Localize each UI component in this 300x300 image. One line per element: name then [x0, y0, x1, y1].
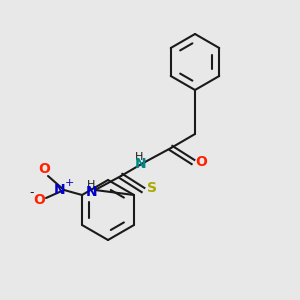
- Text: N: N: [135, 157, 147, 171]
- Text: +: +: [64, 178, 74, 188]
- Text: H: H: [135, 152, 143, 162]
- Text: -: -: [30, 187, 34, 200]
- Text: S: S: [147, 181, 157, 195]
- Text: O: O: [33, 193, 45, 207]
- Text: O: O: [195, 155, 207, 169]
- Text: H: H: [87, 180, 95, 190]
- Text: O: O: [38, 162, 50, 176]
- Text: N: N: [54, 183, 66, 197]
- Text: N: N: [86, 185, 98, 199]
